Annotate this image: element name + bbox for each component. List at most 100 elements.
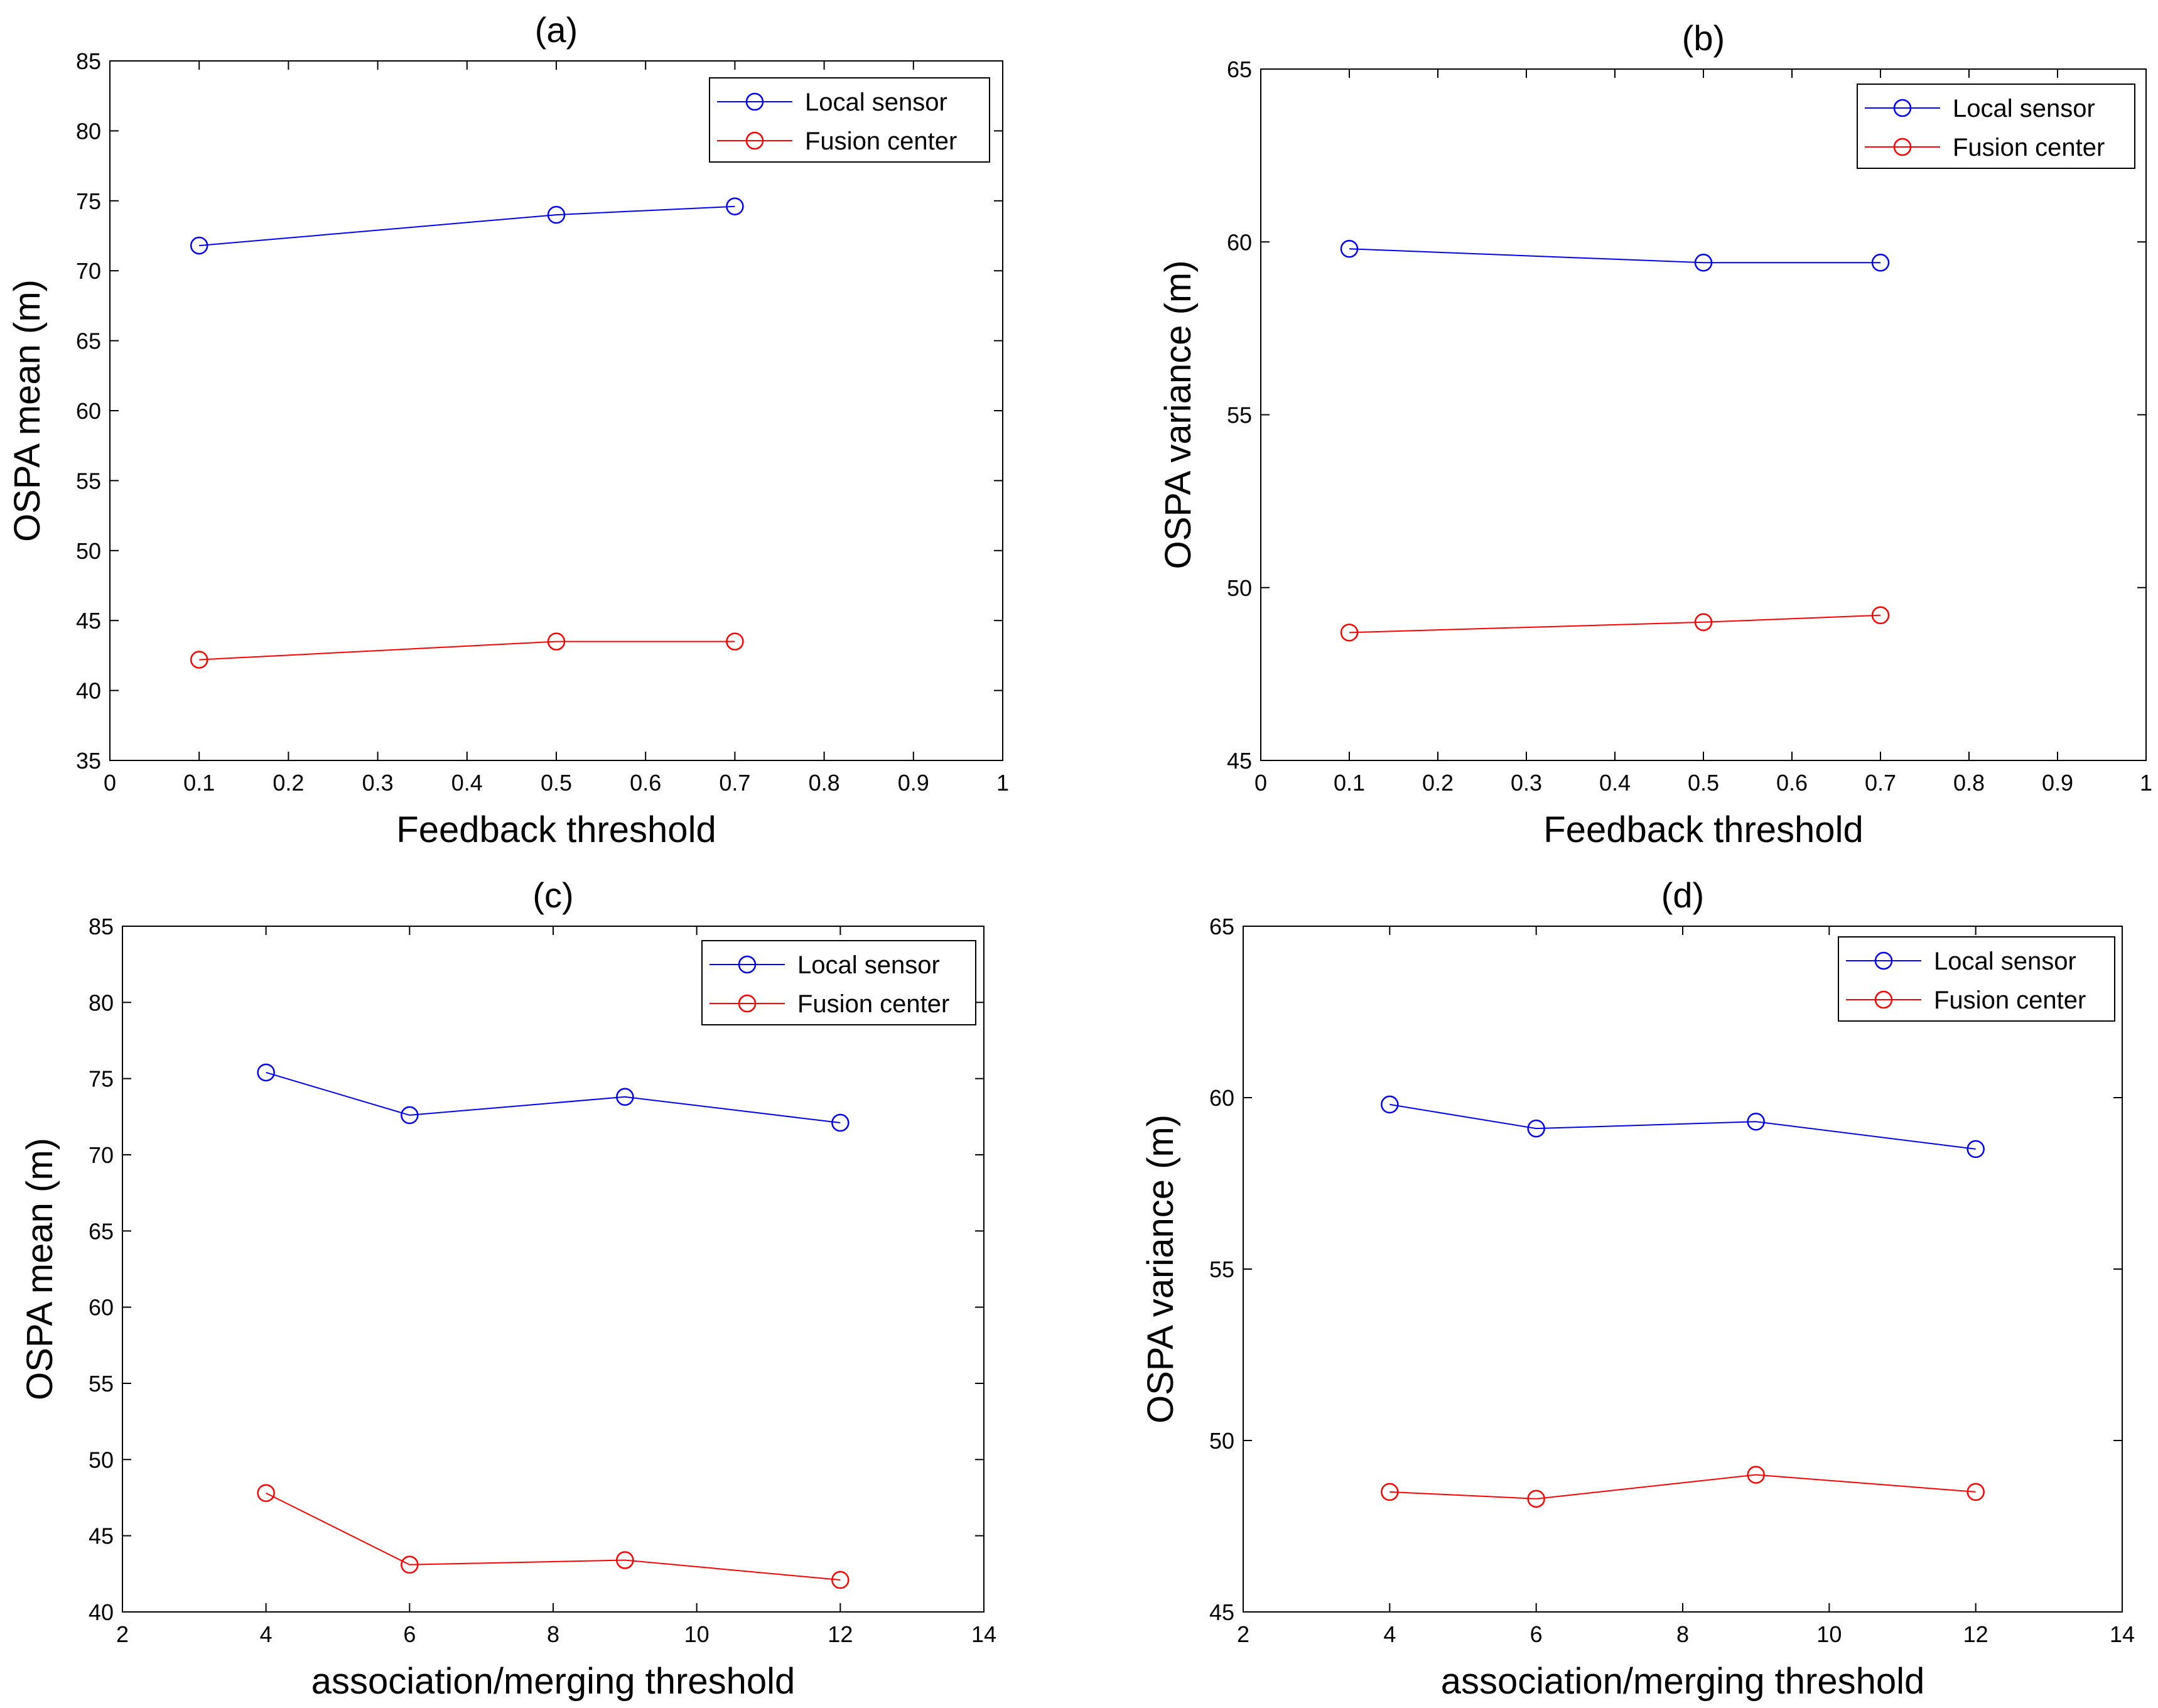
y-tick-label: 75 <box>76 188 101 214</box>
legend-entry-label: Fusion center <box>805 127 957 155</box>
x-tick-label: 2 <box>1237 1621 1249 1647</box>
x-tick-label: 8 <box>1676 1621 1689 1647</box>
y-tick-label: 70 <box>76 258 101 284</box>
x-tick-label: 0 <box>104 770 116 796</box>
x-tick-label: 0.6 <box>1776 770 1808 796</box>
legend-marker <box>1874 951 1893 970</box>
legend-entry-label: Local sensor <box>1934 948 2076 975</box>
x-tick-label: 0.9 <box>898 770 929 796</box>
series-fusion-center <box>257 1484 850 1589</box>
y-tick-label: 75 <box>89 1066 114 1092</box>
series-line <box>1389 1103 1976 1150</box>
series-local-sensor <box>257 1063 850 1132</box>
data-point-marker <box>547 632 566 651</box>
x-tick-label: 2 <box>116 1621 129 1647</box>
x-axis-label: association/merging threshold <box>311 1661 796 1702</box>
x-tick-label: 10 <box>1816 1621 1842 1647</box>
y-tick-label: 65 <box>1227 57 1252 82</box>
data-point-marker <box>257 1484 275 1502</box>
data-point-marker <box>726 632 744 651</box>
data-point-marker <box>1871 254 1890 272</box>
y-tick-label: 60 <box>1209 1085 1234 1111</box>
x-axis-label: Feedback threshold <box>396 809 716 850</box>
data-point-marker <box>831 1113 850 1132</box>
series-line <box>266 1492 841 1581</box>
series-line <box>266 1072 841 1124</box>
legend-entry-label: Fusion center <box>797 990 949 1018</box>
y-axis-label: OSPA mean (m) <box>19 1138 60 1400</box>
y-tick-label: 45 <box>76 608 101 634</box>
data-point-marker <box>1747 1112 1765 1131</box>
data-point-marker <box>831 1570 850 1589</box>
legend-box <box>701 940 976 1025</box>
y-tick-label: 50 <box>1209 1428 1234 1454</box>
x-tick-label: 10 <box>684 1621 709 1647</box>
y-tick-label: 70 <box>89 1142 114 1168</box>
x-tick-label: 0.5 <box>541 770 572 796</box>
x-tick-label: 0.8 <box>1953 770 1985 796</box>
data-point-marker <box>1966 1140 1985 1159</box>
series-local-sensor <box>1340 240 1890 272</box>
legend-marker <box>745 92 764 111</box>
y-tick-label: 85 <box>76 48 101 74</box>
chart-panel-1: 0 0.1 0.2 0.3 0.4 0.5 0.6 0.7 0.8 0.9 1 35 40 45 50 55 6… <box>7 10 1009 850</box>
x-tick-label: 1 <box>996 770 1009 796</box>
x-tick-label: 0.4 <box>451 770 483 796</box>
y-tick-label: 40 <box>89 1599 114 1625</box>
x-axis-label: association/merging threshold <box>1441 1661 1925 1702</box>
data-point-marker <box>1340 240 1359 258</box>
plot-frame <box>1243 926 2123 1613</box>
data-point-marker <box>1381 1483 1399 1501</box>
series-line <box>199 205 735 247</box>
x-tick-label: 0.5 <box>1688 770 1719 796</box>
data-point-marker <box>1966 1483 1985 1501</box>
series-local-sensor <box>1381 1095 1985 1159</box>
data-point-marker <box>401 1555 419 1574</box>
y-tick-label: 60 <box>76 398 101 424</box>
x-tick-label: 0.3 <box>362 770 394 796</box>
legend-box <box>1838 936 2115 1022</box>
legend: Local sensor Fusion center <box>1838 936 2115 1022</box>
series-line <box>1349 614 1881 634</box>
panel-title: (a) <box>535 10 578 50</box>
legend: Local sensor Fusion center <box>1857 84 2135 169</box>
x-tick-label: 14 <box>971 1621 996 1647</box>
y-axis-label: OSPA variance (m) <box>1140 1115 1181 1424</box>
chart-panel-2: 0 0.1 0.2 0.3 0.4 0.5 0.6 0.7 0.8 0.9 1 45 50 55 60 65 (… <box>1158 18 2152 850</box>
data-point-marker <box>190 236 208 255</box>
y-tick-label: 55 <box>1209 1257 1234 1282</box>
legend-entry-label: Local sensor <box>1953 95 2095 122</box>
x-tick-label: 0.8 <box>809 770 840 796</box>
data-point-marker <box>401 1106 419 1125</box>
legend-marker <box>1893 138 1912 156</box>
data-point-marker <box>1694 254 1713 272</box>
legend-entry-label: Local sensor <box>797 951 940 979</box>
y-tick-label: 60 <box>89 1295 114 1321</box>
data-point-marker <box>190 651 208 669</box>
series-fusion-center <box>1340 606 1890 642</box>
x-tick-label: 0.4 <box>1599 770 1631 796</box>
panel-title: (b) <box>1682 18 1725 58</box>
y-axis-label: OSPA variance (m) <box>1158 260 1199 569</box>
legend-marker <box>1893 99 1912 117</box>
y-tick-label: 80 <box>76 118 101 144</box>
data-point-marker <box>616 1551 634 1569</box>
data-point-marker <box>547 205 566 224</box>
legend-marker <box>745 131 764 150</box>
y-tick-label: 85 <box>89 914 114 939</box>
plot-frame <box>122 926 985 1613</box>
data-point-marker <box>726 197 744 215</box>
x-tick-label: 0.1 <box>1334 770 1365 796</box>
data-point-marker <box>1527 1119 1545 1138</box>
legend: Local sensor Fusion center <box>709 77 990 163</box>
x-tick-label: 12 <box>1963 1621 1988 1647</box>
x-tick-label: 0.7 <box>1865 770 1896 796</box>
data-point-marker <box>1871 606 1890 625</box>
legend-marker <box>1874 990 1893 1009</box>
data-point-marker <box>1747 1466 1765 1484</box>
plot-frame <box>1260 68 2147 761</box>
legend-entry-label: Local sensor <box>805 89 947 116</box>
x-tick-label: 6 <box>403 1621 416 1647</box>
x-tick-label: 0.7 <box>719 770 750 796</box>
